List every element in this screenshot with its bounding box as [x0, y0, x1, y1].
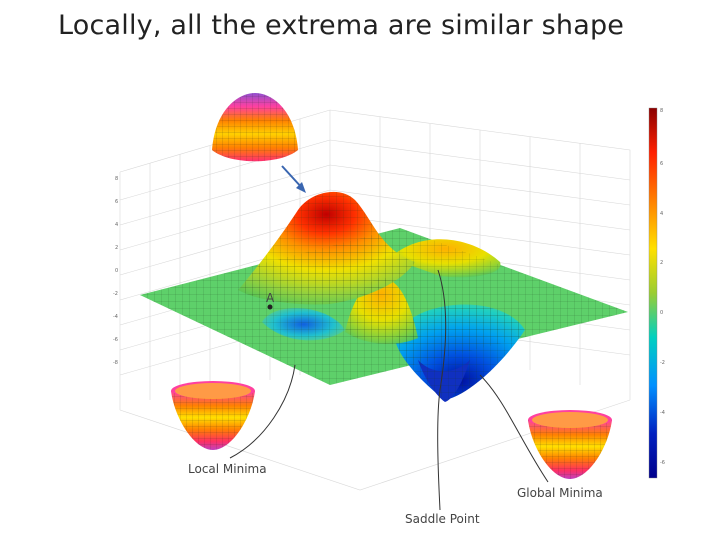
svg-text:6: 6 [115, 199, 118, 205]
svg-text:-6: -6 [660, 460, 665, 466]
svg-text:6: 6 [660, 161, 663, 167]
slide-title: Locally, all the extrema are similar sha… [58, 10, 625, 41]
svg-text:-2: -2 [660, 360, 665, 366]
svg-text:-6: -6 [113, 337, 118, 343]
colorbar: 8 6 4 2 0 -2 -4 -6 [648, 107, 665, 479]
point-a-label: A [266, 291, 275, 305]
peak-arrow [281, 165, 306, 193]
svg-text:8: 8 [115, 176, 118, 182]
surface-mesh [140, 191, 628, 402]
svg-text:2: 2 [660, 260, 663, 266]
local-minima-label: Local Minima [188, 462, 267, 476]
svg-text:0: 0 [660, 310, 663, 316]
svg-text:0: 0 [115, 268, 118, 274]
svg-text:2: 2 [115, 245, 118, 251]
svg-text:8: 8 [660, 108, 663, 114]
point-a-marker [267, 304, 273, 310]
svg-text:4: 4 [660, 211, 663, 217]
global-minima-bowl [528, 410, 612, 479]
global-minima-label: Global Minima [517, 486, 603, 500]
svg-text:4: 4 [115, 222, 118, 228]
z-axis-ticks: 8 6 4 2 0 -2 -4 -6 -8 [113, 176, 118, 366]
svg-text:-2: -2 [113, 291, 118, 297]
svg-text:-8: -8 [113, 360, 118, 366]
svg-text:-4: -4 [113, 314, 118, 320]
local-maximum-cap [212, 93, 298, 162]
local-minima-bowl [171, 381, 255, 450]
leader-lines [229, 269, 549, 511]
svg-text:-4: -4 [660, 410, 665, 416]
saddle-point-label: Saddle Point [405, 512, 480, 526]
